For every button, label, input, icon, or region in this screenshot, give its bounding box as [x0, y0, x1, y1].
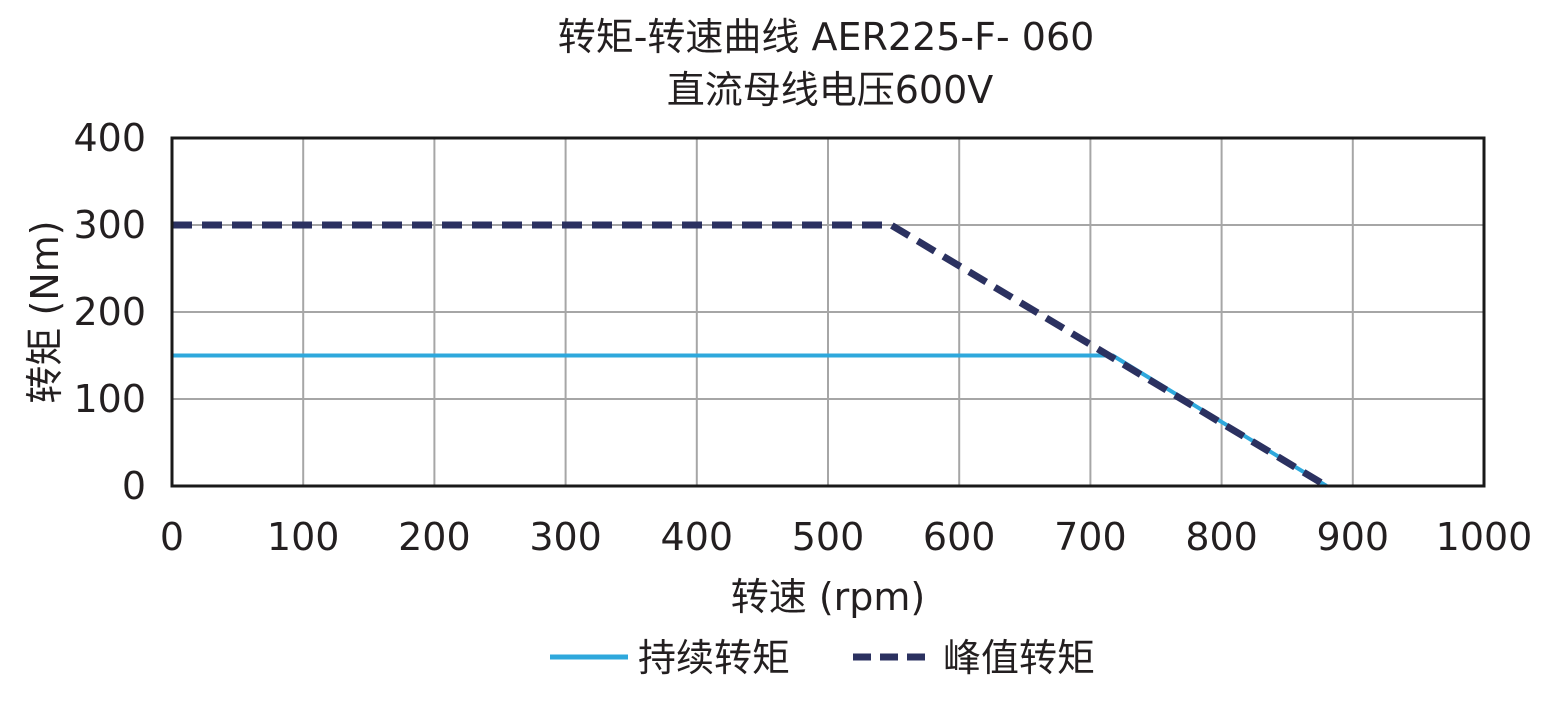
- x-tick-label: 500: [792, 515, 865, 559]
- series-line-continuous-torque: [172, 353, 1328, 488]
- x-axis-label: 转速 (rpm): [731, 575, 926, 619]
- x-tick-label: 100: [267, 515, 340, 559]
- y-tick-label: 100: [73, 377, 146, 421]
- y-tick-label: 0: [122, 464, 146, 508]
- plot-border: [170, 136, 1486, 488]
- y-tick-label: 300: [73, 203, 146, 247]
- chart-title: 转矩-转速曲线 AER225-F- 060: [558, 15, 1095, 59]
- x-tick-label: 0: [160, 515, 184, 559]
- y-tick-label: 400: [73, 116, 146, 160]
- x-tick-label: 1000: [1436, 515, 1533, 559]
- x-tick-label: 700: [1054, 515, 1127, 559]
- tick-labels: 0 100 200 300 400 500 600 700 800 900 1000 0 100 200 3…: [73, 116, 1532, 559]
- x-tick-label: 800: [1185, 515, 1258, 559]
- y-axis-label: 转矩 (Nm): [23, 220, 67, 403]
- grid: [172, 138, 1484, 486]
- x-tick-label: 400: [661, 515, 734, 559]
- legend-label-peak-torque: 峰值转矩: [943, 636, 1095, 680]
- series-layer: [172, 221, 1329, 490]
- x-tick-label: 300: [529, 515, 602, 559]
- legend: 持续转矩 峰值转矩: [550, 636, 1095, 680]
- legend-label-continuous-torque: 持续转矩: [638, 636, 790, 680]
- x-tick-label: 200: [398, 515, 471, 559]
- series-line-peak-torque: [172, 221, 1329, 490]
- y-tick-label: 200: [73, 290, 146, 334]
- plot-frame: [170, 136, 1486, 488]
- x-tick-label: 900: [1317, 515, 1390, 559]
- chart-subtitle: 直流母线电压600V: [667, 68, 994, 112]
- x-tick-label: 600: [923, 515, 996, 559]
